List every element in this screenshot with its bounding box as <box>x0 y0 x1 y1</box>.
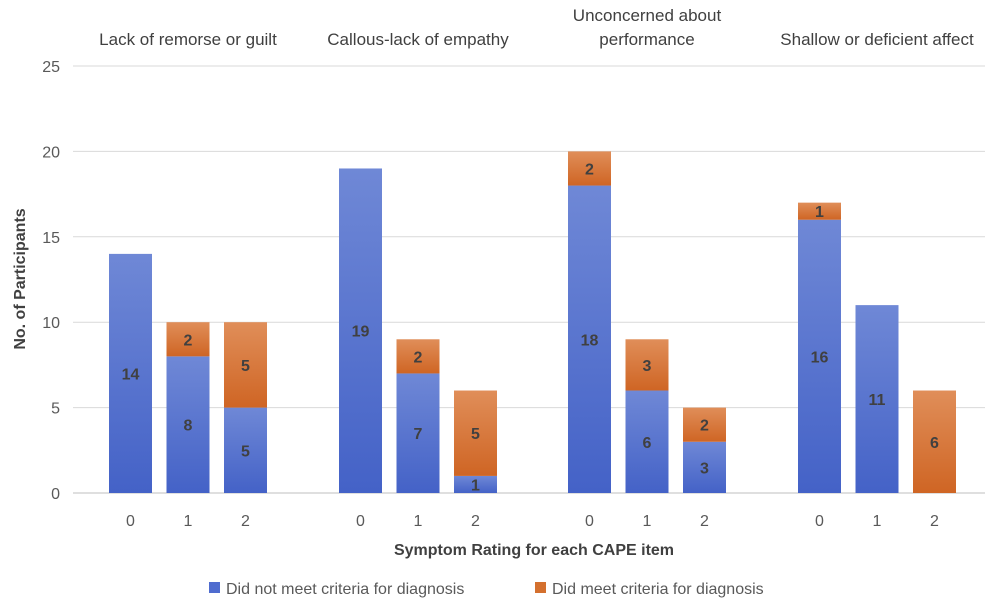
bar-not-met <box>396 373 440 493</box>
x-tick-label: 0 <box>356 513 365 530</box>
bar-met <box>454 390 497 476</box>
group-label: performance <box>599 30 694 49</box>
bar-met <box>913 390 956 493</box>
bar-not-met <box>224 407 267 493</box>
x-tick-label: 0 <box>126 513 135 530</box>
bar-not-met <box>166 356 210 493</box>
data-label: 6 <box>930 435 939 452</box>
bar-not-met <box>798 219 841 493</box>
x-tick-label: 1 <box>873 513 882 530</box>
bar-met <box>568 151 611 186</box>
x-tick-label: 1 <box>414 513 423 530</box>
gridlines <box>73 65 985 494</box>
data-label: 6 <box>643 435 652 452</box>
data-label: 2 <box>414 349 423 366</box>
data-label: 19 <box>352 324 370 341</box>
bar-met <box>396 339 440 374</box>
bar-not-met <box>855 305 899 493</box>
bar-not-met <box>568 185 611 493</box>
x-tick-label: 2 <box>930 513 939 530</box>
data-label: 1 <box>471 477 480 494</box>
x-tick-label: 0 <box>815 513 824 530</box>
data-label: 2 <box>700 418 709 435</box>
x-tick-label: 0 <box>585 513 594 530</box>
group-label: Shallow or deficient affect <box>780 30 974 49</box>
y-tick-label: 10 <box>42 315 60 332</box>
x-tick-label: 2 <box>241 513 250 530</box>
bar-met <box>798 202 841 220</box>
data-label: 11 <box>869 392 886 409</box>
bar-not-met <box>454 475 497 493</box>
group-label: Callous-lack of empathy <box>327 30 509 49</box>
data-label: 8 <box>184 418 193 435</box>
data-label: 14 <box>122 366 140 383</box>
y-tick-label: 20 <box>42 144 60 161</box>
y-tick-label: 15 <box>42 230 60 247</box>
bar-met <box>625 339 669 391</box>
y-tick-label: 0 <box>51 486 60 503</box>
bar-met <box>683 407 726 442</box>
data-label: 16 <box>811 349 829 366</box>
x-tick-label: 2 <box>471 513 480 530</box>
bar-not-met <box>625 390 669 493</box>
x-axis-ticks: 0 1 2 0 1 2 0 1 2 0 1 2 <box>126 513 939 530</box>
legend: Did not meet criteria for diagnosis Did … <box>209 581 764 598</box>
data-label: 2 <box>184 332 193 349</box>
data-label: 7 <box>414 426 423 443</box>
y-tick-label: 25 <box>42 59 60 76</box>
bar-met <box>166 322 210 357</box>
bar-not-met <box>109 253 152 493</box>
y-tick-label: 5 <box>51 401 60 418</box>
x-tick-label: 1 <box>643 513 652 530</box>
data-label: 5 <box>241 443 250 460</box>
data-label: 3 <box>643 358 652 375</box>
data-label: 5 <box>241 358 250 375</box>
x-axis-title: Symptom Rating for each CAPE item <box>394 542 674 559</box>
group-label: Lack of remorse or guilt <box>99 30 277 49</box>
data-label: 3 <box>700 460 709 477</box>
y-axis-ticks: 0 5 10 15 20 25 <box>42 59 60 503</box>
legend-swatch-met <box>535 582 546 593</box>
group-labels: Lack of remorse or guilt Callous-lack of … <box>99 6 974 49</box>
legend-swatch-not-met <box>209 582 220 593</box>
data-label: 2 <box>585 161 594 178</box>
bars <box>109 151 956 494</box>
bar-not-met <box>339 168 382 494</box>
x-tick-label: 2 <box>700 513 709 530</box>
data-label: 1 <box>815 204 824 221</box>
y-axis-title: No. of Participants <box>12 208 29 349</box>
legend-label-met: Did meet criteria for diagnosis <box>552 581 764 598</box>
x-tick-label: 1 <box>184 513 193 530</box>
data-label: 5 <box>471 426 480 443</box>
data-label: 18 <box>581 332 599 349</box>
bar-met <box>224 322 267 408</box>
legend-label-not-met: Did not meet criteria for diagnosis <box>226 581 464 598</box>
group-label: Unconcerned about <box>573 6 722 25</box>
bar-not-met <box>683 441 726 493</box>
